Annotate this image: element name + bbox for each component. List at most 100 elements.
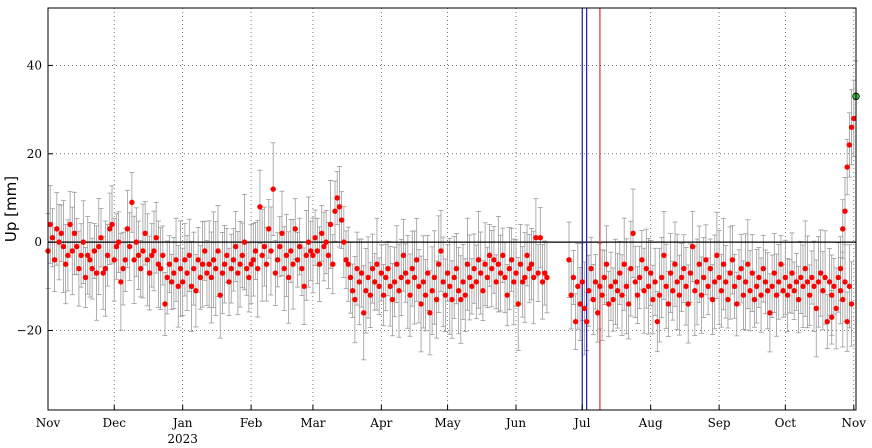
data-point (356, 279, 362, 285)
data-point (842, 279, 848, 285)
data-point (482, 261, 488, 267)
data-point (789, 270, 795, 276)
data-point (283, 252, 290, 259)
data-point (581, 305, 588, 312)
data-point (82, 274, 89, 281)
data-point (729, 257, 736, 263)
data-point (511, 279, 517, 285)
data-point (453, 265, 460, 272)
data-point (804, 279, 811, 285)
data-point (405, 279, 411, 285)
data-point (248, 261, 254, 267)
data-point (639, 257, 645, 263)
data-point (608, 283, 614, 290)
data-point (524, 252, 530, 259)
data-point (210, 257, 217, 263)
data-point (758, 292, 764, 298)
data-point (455, 288, 462, 294)
data-point (844, 164, 850, 170)
data-point (60, 243, 67, 250)
data-point (568, 292, 574, 298)
data-point (846, 283, 853, 290)
data-point (782, 274, 789, 281)
y-tick-label: 40 (27, 58, 42, 72)
data-point (186, 252, 192, 259)
data-point (365, 274, 371, 281)
data-point (67, 221, 73, 228)
data-point (330, 261, 336, 267)
data-point (407, 292, 413, 298)
data-point (577, 301, 583, 307)
data-point (385, 265, 391, 272)
data-point (798, 274, 804, 281)
data-point (466, 274, 473, 281)
data-point (652, 279, 658, 285)
data-point (252, 248, 259, 254)
data-point (835, 274, 842, 281)
data-point (319, 230, 325, 236)
data-point (255, 265, 261, 272)
data-point (299, 265, 305, 272)
data-point (259, 252, 265, 259)
data-point (462, 292, 468, 298)
data-point (716, 274, 722, 281)
data-point (530, 274, 537, 281)
data-point (235, 270, 241, 276)
data-point (111, 257, 117, 263)
y-tick-label: 0 (34, 235, 42, 249)
data-point (647, 270, 654, 276)
data-point (513, 270, 519, 276)
data-point (590, 296, 596, 303)
data-point (277, 243, 283, 250)
data-point (411, 274, 418, 281)
data-point (76, 265, 82, 272)
data-point (303, 252, 309, 259)
data-point (78, 252, 84, 259)
data-point (199, 261, 206, 267)
data-point (654, 318, 661, 325)
data-point (387, 283, 393, 290)
data-point (422, 292, 429, 298)
data-point (124, 226, 131, 232)
data-point (829, 292, 835, 298)
data-point (142, 230, 148, 236)
data-point (436, 261, 442, 267)
data-point (73, 243, 80, 250)
data-point (636, 274, 643, 281)
data-point (784, 292, 791, 298)
data-point (842, 208, 848, 214)
data-point (65, 252, 71, 259)
data-point (840, 226, 846, 232)
data-point (126, 243, 133, 250)
data-point (625, 301, 632, 307)
data-point (184, 270, 190, 276)
data-point (243, 265, 250, 272)
data-point (100, 270, 106, 276)
data-point (425, 270, 431, 276)
data-point (670, 288, 676, 294)
data-point (846, 142, 853, 148)
x-tick-label: Mar (300, 416, 325, 430)
data-point (91, 248, 98, 254)
data-point (427, 310, 433, 316)
data-point (164, 274, 170, 281)
data-point (155, 261, 162, 267)
data-point (612, 279, 619, 285)
data-point (502, 274, 508, 281)
data-point (378, 270, 385, 276)
data-point (332, 208, 338, 214)
data-point (477, 270, 484, 276)
data-point (360, 310, 367, 316)
data-point (336, 204, 343, 210)
data-point (672, 261, 678, 267)
data-point (308, 248, 314, 254)
data-point (848, 301, 855, 307)
data-point (630, 230, 636, 236)
data-point (736, 274, 742, 281)
data-point (292, 226, 298, 232)
data-point (151, 248, 157, 254)
data-point (314, 248, 321, 254)
data-point (341, 239, 347, 245)
x-axis: Nov Dec Jan Feb Mar Apr May Jun Jul Aug Sep Oct Nov (36, 405, 866, 430)
data-point (851, 115, 857, 122)
